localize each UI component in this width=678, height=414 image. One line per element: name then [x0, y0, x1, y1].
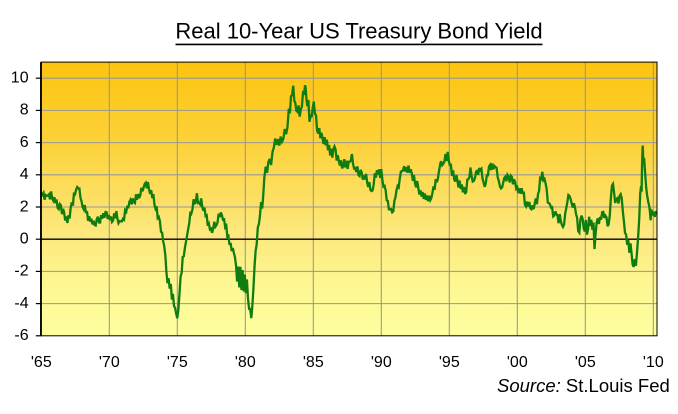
svg-text:'70: '70 — [99, 354, 120, 371]
svg-text:-6: -6 — [14, 327, 28, 344]
svg-text:-2: -2 — [14, 263, 28, 280]
svg-text:8: 8 — [20, 102, 29, 119]
svg-text:'05: '05 — [575, 354, 596, 371]
svg-text:Real 10-Year US Treasury Bond: Real 10-Year US Treasury Bond Yield — [175, 18, 542, 43]
svg-text:4: 4 — [20, 166, 29, 183]
svg-text:-4: -4 — [14, 295, 28, 312]
svg-text:'95: '95 — [439, 354, 460, 371]
svg-text:'65: '65 — [31, 354, 52, 371]
svg-text:'10: '10 — [643, 354, 664, 371]
svg-text:2: 2 — [20, 198, 29, 215]
svg-text:'00: '00 — [507, 354, 528, 371]
svg-text:0: 0 — [20, 231, 29, 248]
svg-text:'85: '85 — [303, 354, 324, 371]
svg-text:6: 6 — [20, 134, 29, 151]
svg-text:10: 10 — [11, 70, 29, 87]
svg-text:'75: '75 — [167, 354, 188, 371]
svg-text:Source: St.Louis Fed: Source: St.Louis Fed — [497, 375, 670, 396]
svg-text:'90: '90 — [371, 354, 392, 371]
svg-text:'80: '80 — [235, 354, 256, 371]
